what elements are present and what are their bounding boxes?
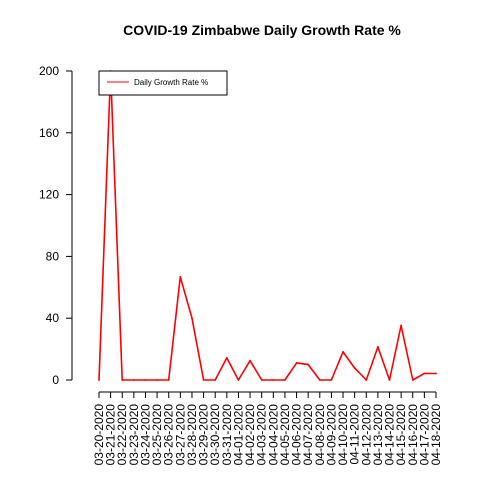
legend-box (98, 70, 228, 96)
y-tick-label: 40 (46, 311, 60, 325)
x-tick-label: 04-02-2020 (243, 404, 257, 466)
x-tick-label: 04-05-2020 (278, 404, 292, 466)
x-tick-label: 03-24-2020 (138, 404, 152, 466)
x-tick-label: 04-14-2020 (383, 404, 397, 466)
x-tick-label: 04-01-2020 (231, 404, 245, 466)
data-point (237, 379, 240, 381)
x-tick-label: 04-10-2020 (336, 404, 350, 466)
data-point (121, 379, 124, 381)
legend: Daily Growth Rate % (98, 70, 228, 96)
data-point (214, 379, 217, 381)
x-tick-label: 04-08-2020 (313, 404, 327, 466)
y-tick-label: 160 (39, 126, 59, 140)
x-tick-label: 03-29-2020 (197, 404, 211, 466)
data-point (202, 379, 205, 381)
x-tick-label: 04-06-2020 (290, 404, 304, 466)
series-line (98, 70, 437, 381)
data-point (225, 357, 228, 359)
x-tick-label: 04-13-2020 (371, 404, 385, 466)
data-point (388, 379, 391, 381)
x-axis-ticks: 03-20-202003-21-202003-22-202003-23-2020… (92, 392, 443, 465)
chart-title: COVID-19 Zimbabwe Daily Growth Rate % (123, 22, 401, 38)
data-point (284, 379, 286, 381)
data-point (435, 372, 437, 375)
y-tick-label: 120 (39, 188, 59, 202)
data-point (144, 379, 147, 381)
x-tick-label: 04-16-2020 (406, 404, 420, 466)
x-tick-label: 03-23-2020 (127, 404, 141, 466)
data-point (260, 379, 263, 381)
x-tick-label: 03-26-2020 (162, 404, 176, 466)
x-tick-label: 03-27-2020 (173, 404, 187, 466)
data-point (423, 372, 426, 375)
data-point (167, 379, 170, 381)
data-point (179, 276, 182, 278)
x-tick-label: 04-18-2020 (429, 404, 443, 466)
y-tick-label: 80 (46, 249, 60, 263)
y-tick-label: 0 (52, 373, 59, 387)
y-tick-label: 200 (39, 64, 59, 78)
x-tick-label: 03-21-2020 (104, 404, 118, 466)
x-tick-label: 03-31-2020 (220, 404, 234, 466)
data-point (353, 367, 356, 370)
x-tick-label: 03-25-2020 (150, 404, 164, 466)
data-point (249, 359, 251, 362)
data-point (400, 324, 403, 327)
x-tick-label: 04-09-2020 (324, 404, 338, 466)
data-point (191, 317, 193, 320)
legend-label: Daily Growth Rate % (134, 78, 208, 87)
x-tick-label: 04-15-2020 (394, 404, 408, 466)
x-tick-label: 03-30-2020 (208, 404, 222, 466)
x-tick-label: 04-03-2020 (255, 404, 269, 466)
data-point (376, 346, 379, 348)
x-tick-label: 03-28-2020 (185, 404, 199, 466)
data-point (295, 361, 298, 364)
data-point (132, 379, 135, 381)
data-point (318, 379, 321, 381)
x-tick-label: 03-20-2020 (92, 404, 106, 466)
data-point (365, 379, 368, 381)
data-point (330, 379, 333, 381)
x-tick-label: 04-07-2020 (301, 404, 315, 466)
data-point (156, 379, 159, 381)
data-point (307, 363, 310, 366)
x-tick-label: 04-12-2020 (359, 404, 373, 466)
x-tick-label: 03-22-2020 (115, 404, 129, 466)
x-tick-label: 04-04-2020 (266, 404, 280, 466)
data-point (272, 379, 275, 381)
data-point (411, 379, 414, 381)
x-tick-label: 04-11-2020 (348, 404, 362, 465)
data-point (342, 350, 344, 353)
data-point (98, 379, 100, 381)
series-layer (98, 70, 437, 381)
x-tick-label: 04-17-2020 (417, 404, 431, 466)
y-axis-ticks: 0 40 80 120 160 200 (39, 64, 72, 387)
